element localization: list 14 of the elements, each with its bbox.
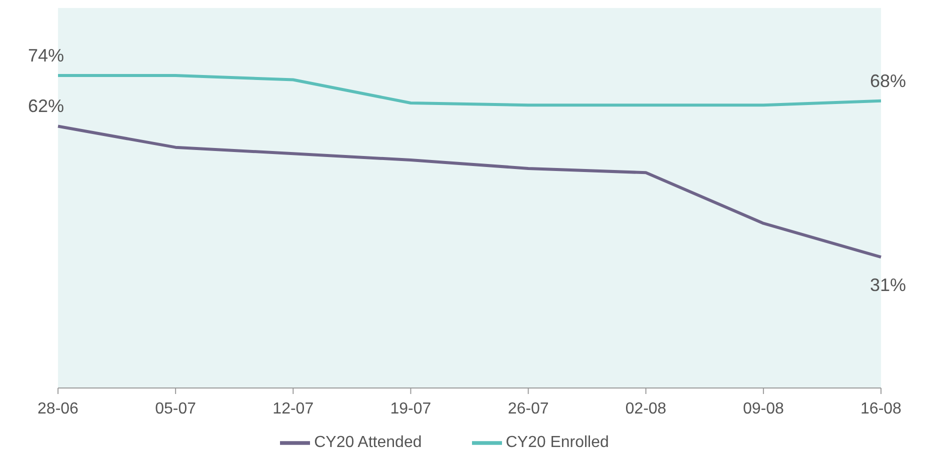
x-tick-label: 09-08 xyxy=(742,400,784,418)
legend-label: CY20 Attended xyxy=(314,434,422,452)
x-tick-label: 19-07 xyxy=(390,400,432,418)
data-label: 31% xyxy=(870,275,906,296)
x-tick-label: 26-07 xyxy=(508,400,549,418)
x-tick-label: 16-08 xyxy=(860,400,902,418)
x-tick-label: 12-07 xyxy=(272,400,314,418)
x-tick-label: 28-06 xyxy=(38,400,79,418)
legend-label: CY20 Enrolled xyxy=(506,434,609,452)
data-label: 68% xyxy=(870,70,906,91)
data-label: 62% xyxy=(28,96,64,116)
x-tick-label: 05-07 xyxy=(155,400,196,418)
data-label: 74% xyxy=(28,46,64,66)
x-tick-label: 02-08 xyxy=(625,400,666,418)
